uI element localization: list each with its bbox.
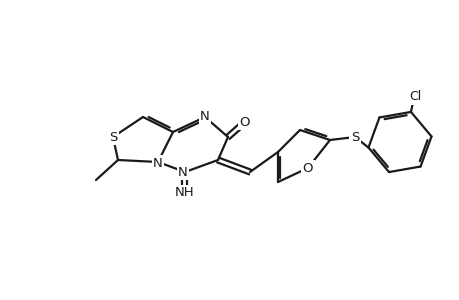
Text: Cl: Cl <box>408 90 420 104</box>
Text: S: S <box>350 130 358 143</box>
Text: O: O <box>302 161 313 175</box>
Text: N: N <box>200 110 209 122</box>
Text: NH: NH <box>175 187 195 200</box>
Text: S: S <box>109 130 117 143</box>
Text: N: N <box>153 157 162 169</box>
Text: O: O <box>239 116 250 128</box>
Text: N: N <box>178 166 187 178</box>
